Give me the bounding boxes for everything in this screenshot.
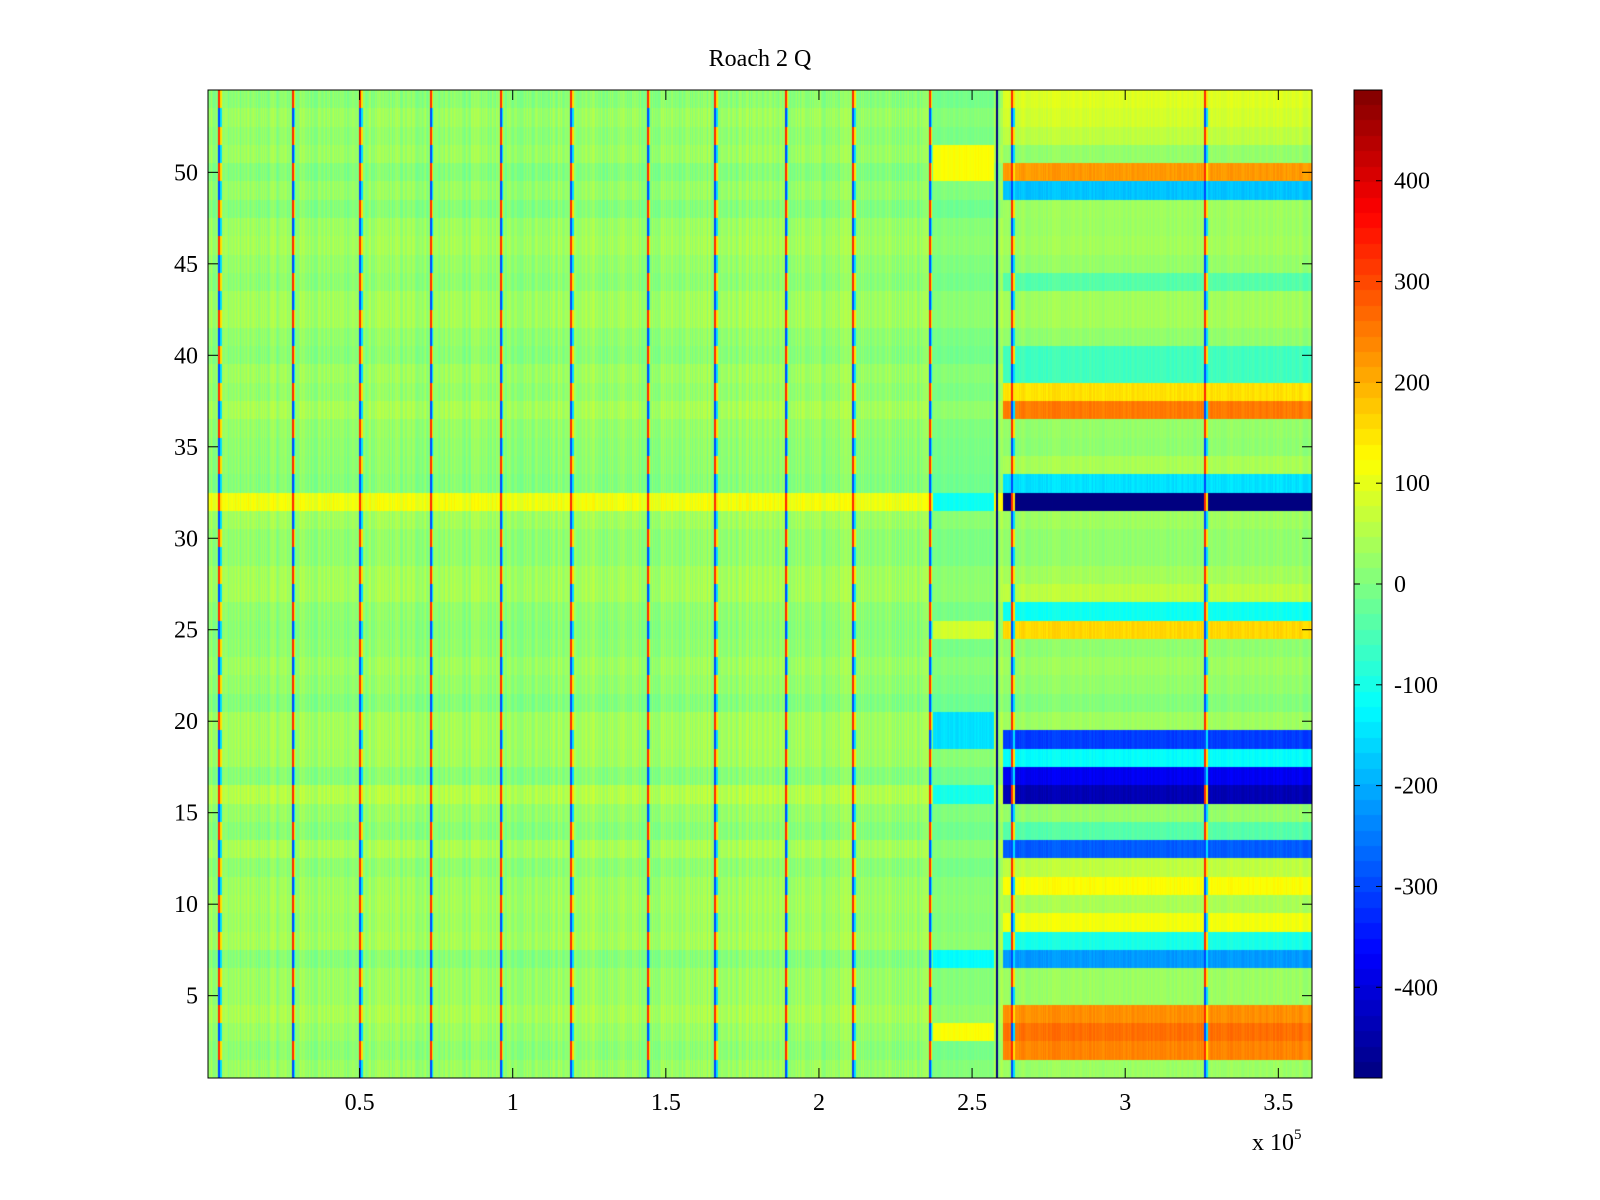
y-tick-label: 15 — [174, 801, 198, 827]
x-multiplier-exponent: 5 — [1294, 1127, 1302, 1143]
x-tick-label: 0.5 — [345, 1090, 375, 1116]
colorbar-tick-label: 400 — [1394, 169, 1430, 195]
chart-title: Roach 2 Q — [709, 46, 812, 72]
x-tick-label: 3 — [1119, 1090, 1131, 1116]
colorbar-ticks: 400 300 200 100 0 -100 -200 -300 -400 — [1354, 169, 1438, 1001]
y-tick-label: 10 — [174, 892, 198, 918]
x-tick-label: 1.5 — [651, 1090, 681, 1116]
x-multiplier-base: x 10 — [1252, 1130, 1294, 1156]
x-axis-ticks: 0.5 1 1.5 2 2.5 3 3.5 — [345, 90, 1293, 1116]
x-tick-label: 1 — [507, 1090, 519, 1116]
colorbar-tick-label: -100 — [1394, 673, 1438, 699]
x-multiplier-label: x 105 — [1252, 1127, 1302, 1156]
plot-border — [207, 89, 1313, 1079]
colorbar-tick-label: -200 — [1394, 774, 1438, 800]
y-tick-label: 45 — [174, 252, 198, 278]
colorbar-tick-label: 200 — [1394, 370, 1430, 396]
heatmap-plot-area — [208, 90, 1312, 1078]
y-tick-label: 25 — [174, 618, 198, 644]
colorbar-tick-label: 100 — [1394, 471, 1430, 497]
y-tick-label: 30 — [174, 526, 198, 552]
x-tick-label: 2.5 — [957, 1090, 987, 1116]
y-tick-label: 50 — [174, 160, 198, 186]
colorbar-tick-label: -300 — [1394, 874, 1438, 900]
axes-frame — [207, 89, 1383, 1079]
y-tick-label: 20 — [174, 709, 198, 735]
x-tick-label: 3.5 — [1263, 1090, 1293, 1116]
y-tick-label: 5 — [186, 984, 198, 1010]
y-axis-ticks: 5 10 15 20 25 30 35 40 45 50 — [174, 160, 1312, 1010]
colorbar-tick-label: -400 — [1394, 975, 1438, 1001]
colorbar-tick-label: 300 — [1394, 270, 1430, 296]
heatmap-image — [208, 90, 1312, 1078]
y-tick-label: 40 — [174, 343, 198, 369]
colorbar-tick-label: 0 — [1394, 572, 1406, 598]
y-tick-label: 35 — [174, 435, 198, 461]
x-tick-label: 2 — [813, 1090, 825, 1116]
